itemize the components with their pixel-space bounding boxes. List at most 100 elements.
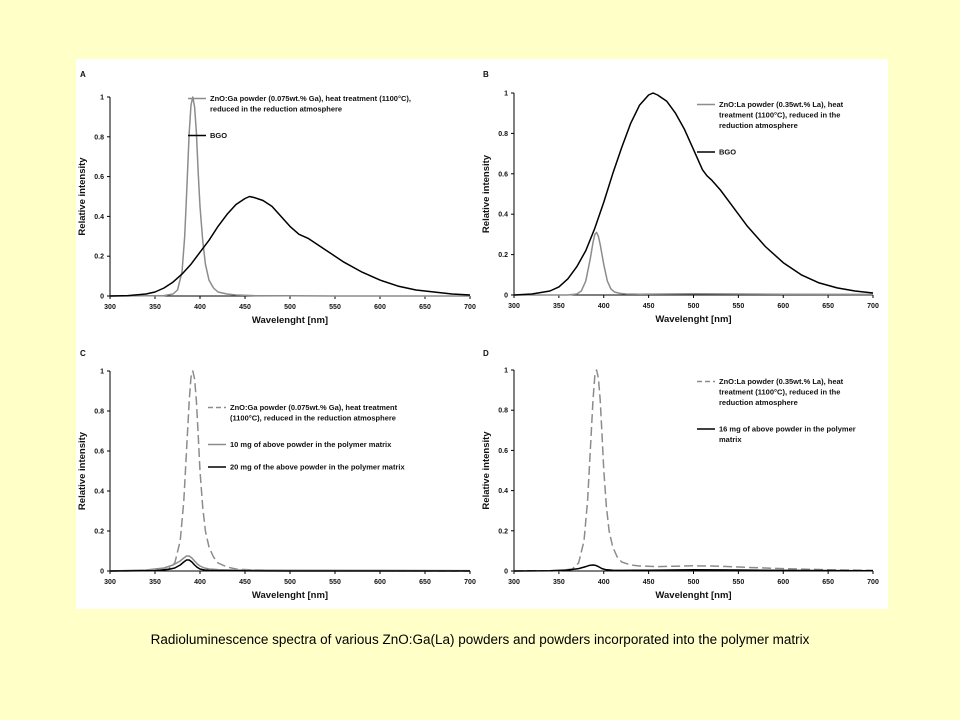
x-tick-label: 500 [284, 579, 296, 586]
y-axis-title: Relative intensity [481, 431, 492, 510]
legend-entry-1: treatment (1100°C), reduced in the [719, 388, 840, 397]
y-axis-title: Relative intensity [77, 157, 88, 236]
x-tick-label: 450 [239, 579, 251, 586]
legend-entry-1: ZnO:La powder (0.35wt.% La), heat [719, 377, 844, 386]
series-line-1 [109, 370, 471, 572]
figure-caption: Radioluminescence spectra of various ZnO… [150, 632, 810, 647]
y-tick-label: 0 [100, 294, 104, 301]
x-tick-label: 600 [374, 579, 386, 586]
y-tick-label: 0.4 [94, 489, 104, 496]
x-tick-label: 700 [867, 579, 879, 586]
x-axis-title: Wavelenght [nm] [252, 590, 328, 601]
x-axis-title: Wavelenght [nm] [655, 590, 731, 601]
legend-entry-1: ZnO:La powder (0.35wt.% La), heat [719, 100, 844, 109]
x-tick-label: 600 [777, 303, 789, 310]
y-tick-label: 0 [504, 293, 508, 300]
y-tick-label: 0.6 [498, 171, 508, 178]
y-tick-label: 0.6 [94, 449, 104, 456]
y-tick-label: 1 [504, 91, 508, 98]
legend-entry-2: BGO [210, 131, 227, 140]
x-tick-label: 650 [419, 579, 431, 586]
series-line-2 [109, 195, 471, 297]
y-tick-label: 1 [100, 95, 104, 102]
x-axis-title: Wavelenght [nm] [655, 314, 731, 325]
x-tick-label: 550 [329, 579, 341, 586]
y-axis-title: Relative intensity [77, 431, 88, 510]
figure-panel: A 0 0.2 0.4 0.6 0.8 1 300 350 400 450 500 550 600 650 7… [76, 59, 888, 609]
series-line-1 [513, 369, 874, 572]
x-tick-label: 300 [508, 303, 520, 310]
x-tick-label: 700 [867, 303, 879, 310]
x-tick-label: 550 [733, 303, 745, 310]
x-tick-label: 500 [284, 304, 296, 311]
x-tick-label: 350 [149, 304, 161, 311]
series-line-2 [109, 555, 471, 572]
y-tick-label: 0.2 [94, 529, 104, 536]
x-axis-title: Wavelenght [nm] [252, 315, 328, 326]
y-tick-label: 0.2 [498, 252, 508, 259]
x-tick-label: 650 [419, 304, 431, 311]
panel-letter: B [483, 70, 489, 79]
x-tick-label: 450 [643, 303, 655, 310]
legend-entry-1: ZnO:Ga powder (0.075wt.% Ga), heat treat… [230, 403, 398, 412]
panel-letter: C [80, 349, 86, 358]
y-tick-label: 0 [504, 569, 508, 576]
chart-panel-a: A 0 0.2 0.4 0.6 0.8 1 300 350 400 450 500 550 600 650 7… [77, 70, 476, 326]
chart-panel-d: D 0 0.2 0.4 0.6 0.8 1 300 350 400 450 500 550 600 650 7… [481, 349, 879, 601]
y-tick-label: 0.8 [94, 409, 104, 416]
x-tick-label: 500 [688, 303, 700, 310]
y-tick-label: 1 [504, 368, 508, 375]
y-tick-label: 0.2 [498, 528, 508, 535]
legend-entry-2: BGO [719, 148, 736, 157]
legend-entry-1: reduction atmosphere [719, 121, 798, 130]
y-tick-label: 0.2 [94, 254, 104, 261]
x-tick-label: 550 [733, 579, 745, 586]
x-tick-label: 600 [374, 304, 386, 311]
y-tick-label: 0.4 [498, 212, 508, 219]
x-tick-label: 700 [464, 579, 476, 586]
y-tick-label: 0.4 [94, 214, 104, 221]
y-tick-label: 0.4 [498, 488, 508, 495]
series-line-2 [513, 92, 874, 296]
legend-entry-1: reduction atmosphere [719, 398, 798, 407]
x-tick-label: 400 [194, 579, 206, 586]
legend-entry-2: 16 mg of above powder in the polymer [719, 425, 856, 434]
x-tick-label: 400 [598, 579, 610, 586]
x-tick-label: 650 [822, 579, 834, 586]
y-tick-label: 0 [100, 569, 104, 576]
x-tick-label: 600 [777, 579, 789, 586]
x-tick-label: 500 [688, 579, 700, 586]
x-tick-label: 400 [194, 304, 206, 311]
y-axis-title: Relative intensity [481, 154, 492, 233]
legend-entry-2: matrix [719, 435, 742, 444]
legend-entry-2: 10 mg of above powder in the polymer mat… [230, 440, 392, 449]
y-tick-label: 1 [100, 369, 104, 376]
y-tick-label: 0.8 [498, 131, 508, 138]
figure-svg: A 0 0.2 0.4 0.6 0.8 1 300 350 400 450 500 550 600 650 7… [77, 70, 879, 601]
panel-letter: A [80, 70, 86, 79]
x-tick-label: 550 [329, 304, 341, 311]
legend-entry-3: 20 mg of the above powder in the polymer… [230, 463, 405, 472]
y-tick-label: 0.6 [498, 448, 508, 455]
x-tick-label: 450 [239, 304, 251, 311]
x-tick-label: 300 [104, 579, 116, 586]
series-line-2 [513, 564, 874, 572]
legend-entry-1: reduced in the reduction atmosphere [210, 105, 342, 114]
x-tick-label: 400 [598, 303, 610, 310]
series-line-1 [514, 231, 874, 296]
series-line-3 [109, 559, 470, 572]
x-tick-label: 700 [464, 304, 476, 311]
x-tick-label: 650 [822, 303, 834, 310]
x-tick-label: 300 [104, 304, 116, 311]
y-tick-label: 0.8 [498, 408, 508, 415]
series-line-1 [109, 96, 470, 297]
legend-entry-1: treatment (1100°C), reduced in the [719, 111, 840, 120]
y-tick-label: 0.6 [94, 174, 104, 181]
x-tick-label: 300 [508, 579, 520, 586]
x-tick-label: 350 [553, 303, 565, 310]
x-tick-label: 450 [643, 579, 655, 586]
legend-entry-1: ZnO:Ga powder (0.075wt.% Ga), heat treat… [210, 94, 411, 103]
y-tick-label: 0.8 [94, 134, 104, 141]
x-tick-label: 350 [149, 579, 161, 586]
legend-entry-1: (1100°C), reduced in the reduction atmos… [230, 414, 396, 423]
